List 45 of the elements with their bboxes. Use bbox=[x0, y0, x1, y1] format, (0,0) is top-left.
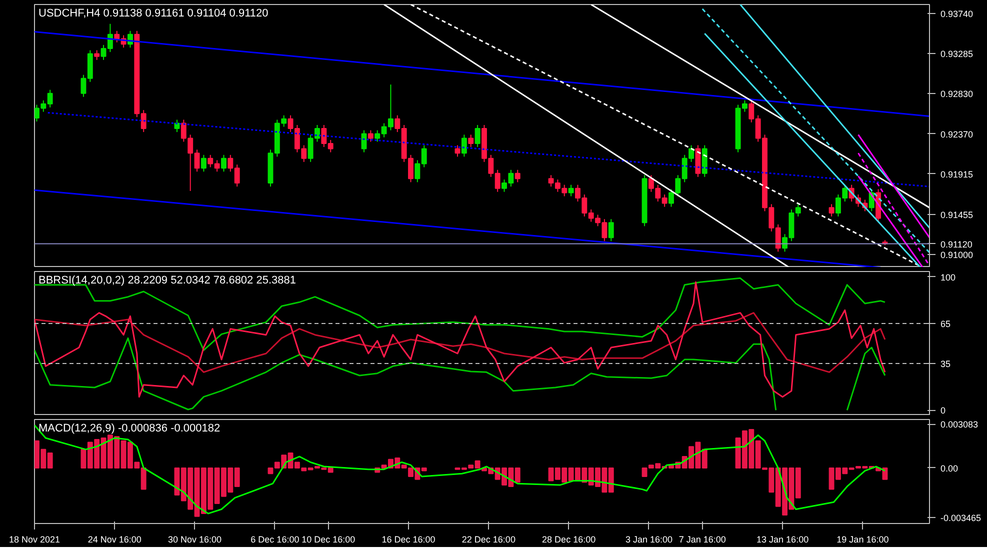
candlestick bbox=[828, 204, 834, 217]
y-tick-label: 100 bbox=[940, 272, 956, 282]
y-tick-label: 0.003083 bbox=[940, 420, 978, 430]
candlestick bbox=[94, 50, 100, 60]
y-tick-label: 35 bbox=[940, 359, 951, 369]
candlestick bbox=[461, 134, 467, 158]
candlestick bbox=[568, 184, 574, 197]
y-tick-label: 0.92370 bbox=[940, 129, 974, 140]
line-series bbox=[34, 312, 886, 373]
candlestick bbox=[221, 154, 226, 172]
candlestick bbox=[368, 130, 374, 142]
y-tick-label: 0.93740 bbox=[940, 8, 974, 19]
y-tick-label: 65 bbox=[940, 319, 951, 329]
x-tick-label: 18 Nov 2021 bbox=[8, 534, 60, 544]
chart-title: BBRSI(14,20,0,2) 28.2209 52.0342 78.6802 25.3881 bbox=[38, 274, 296, 286]
y-tick-label: 0.91455 bbox=[940, 210, 974, 220]
line-series bbox=[34, 424, 886, 514]
y-tick-label: 0 bbox=[940, 406, 946, 416]
y-tick-label: 0.93285 bbox=[940, 48, 974, 59]
line-series bbox=[34, 277, 886, 351]
x-tick-label: 30 Nov 16:00 bbox=[168, 534, 222, 544]
y-tick-label: 0.91000 bbox=[940, 250, 974, 260]
x-tick-label: 19 Jan 16:00 bbox=[836, 534, 889, 544]
y-tick-label: 0.00 bbox=[940, 463, 958, 474]
candlestick bbox=[668, 188, 674, 208]
candlestick bbox=[608, 218, 614, 242]
x-tick-label: 3 Jan 16:00 bbox=[625, 534, 673, 544]
y-tick-label: -0.003465 bbox=[940, 512, 982, 523]
y-tick-label: 0.91915 bbox=[940, 169, 974, 180]
candlestick bbox=[474, 124, 480, 148]
candlestick bbox=[514, 169, 520, 183]
y-tick-label: 0.92830 bbox=[940, 88, 974, 99]
x-tick-label: 7 Jan 16:00 bbox=[678, 534, 726, 544]
x-tick-label: 10 Dec 16:00 bbox=[302, 534, 356, 544]
x-tick-label: 6 Dec 16:00 bbox=[250, 534, 300, 544]
candlestick bbox=[468, 134, 474, 148]
x-tick-label: 28 Dec 16:00 bbox=[542, 534, 596, 544]
x-tick-label: 22 Dec 16:00 bbox=[462, 534, 516, 544]
ref-line-label: 0.91120 bbox=[940, 239, 972, 250]
chart-title: MACD(12,26,9) -0.000836 -0.000182 bbox=[38, 422, 220, 434]
x-tick-label: 16 Dec 16:00 bbox=[382, 534, 436, 544]
x-tick-label: 24 Nov 16:00 bbox=[88, 534, 142, 544]
chart-title: USDCHF,H4 0.91138 0.91161 0.91104 0.91120 bbox=[38, 8, 268, 20]
candlestick bbox=[200, 154, 206, 172]
x-tick-label: 13 Jan 16:00 bbox=[756, 534, 809, 544]
